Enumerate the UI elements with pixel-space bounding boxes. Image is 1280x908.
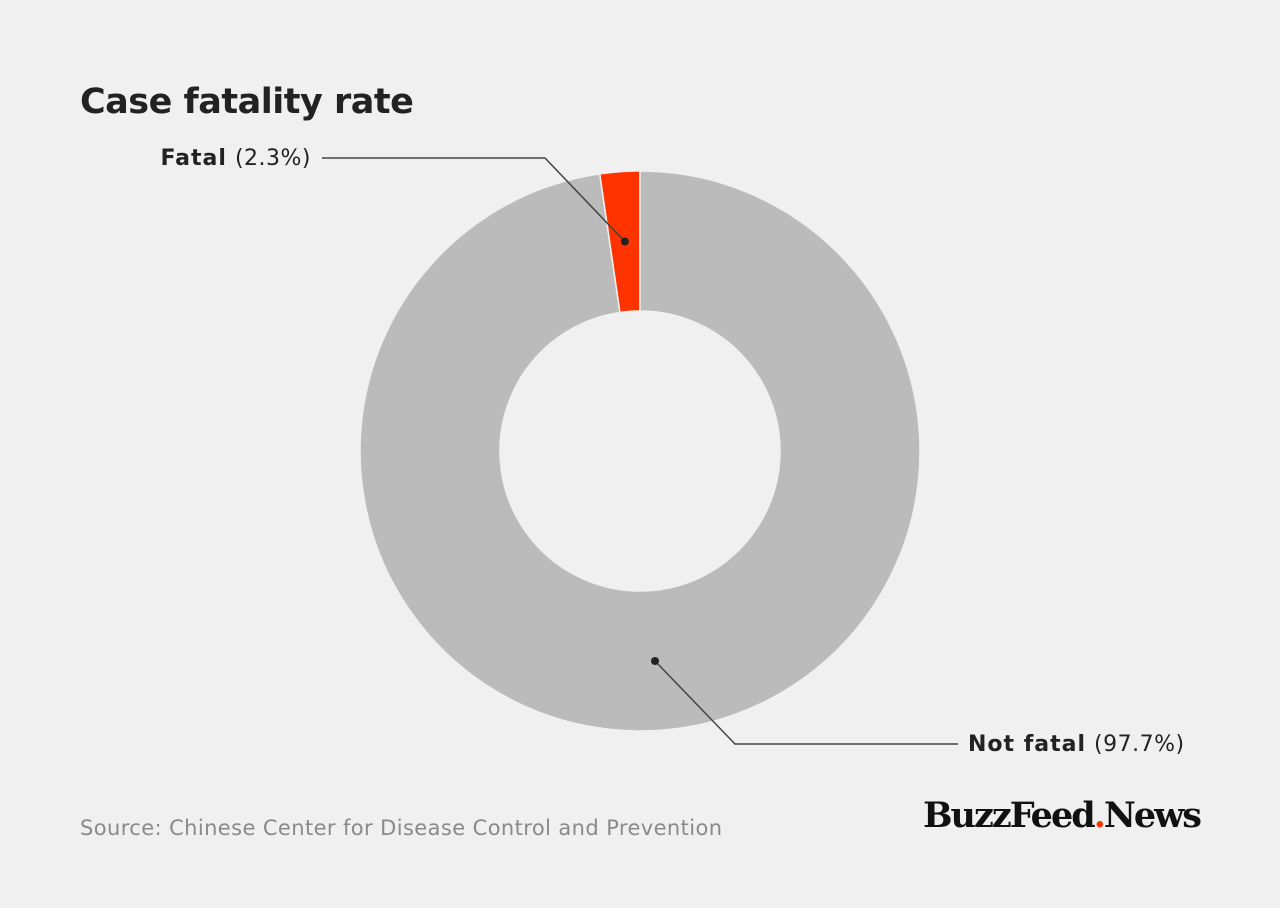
slice-label-value: (97.7%) (1094, 732, 1185, 757)
leader-lines (322, 157, 958, 745)
brand-logo-part1: BuzzFeed (922, 795, 1096, 836)
leader-line-fatal (322, 157, 626, 243)
slice-label-fatal: Fatal (2.3%) (160, 146, 311, 171)
slice-labels: Fatal (2.3%) Not fatal (97.7%) (160, 146, 1184, 757)
leader-dot-not-fatal (651, 657, 659, 665)
slice-label-name: Not fatal (968, 732, 1086, 757)
source-note: Source: Chinese Center for Disease Contr… (80, 816, 723, 840)
donut-slices (359, 170, 921, 732)
brand-logo-part2: News (1103, 795, 1202, 836)
slice-label-value: (2.3%) (235, 146, 311, 171)
slice-not-fatal (359, 170, 921, 732)
brand-logo: BuzzFeed.News (922, 794, 1202, 838)
chart-title: Case fatality rate (80, 82, 414, 122)
leader-dot-fatal (620, 237, 629, 246)
leader-line-not-fatal (654, 660, 958, 745)
brand-logo-dot: . (1093, 795, 1106, 836)
slice-label-not-fatal: Not fatal (97.7%) (968, 732, 1185, 757)
slice-label-name: Fatal (160, 146, 227, 171)
